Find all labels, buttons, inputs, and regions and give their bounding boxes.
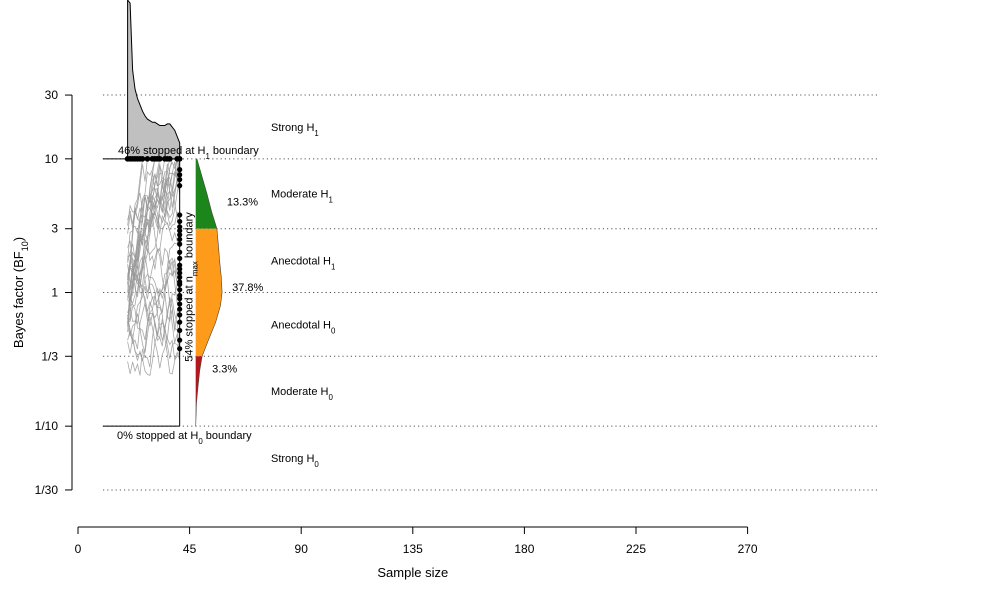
x-tick-label: 225 — [626, 542, 646, 556]
bf-path — [127, 158, 181, 225]
final-region-percent: 3.3% — [212, 364, 237, 376]
y-tick-label: 1/3 — [41, 349, 58, 363]
x-tick-label: 270 — [738, 542, 758, 556]
x-tick-label: 90 — [295, 542, 309, 556]
evidence-zone-label: Anecdotal H0 — [271, 319, 336, 335]
bf-path — [127, 258, 181, 336]
nmax-stop-point — [177, 228, 183, 234]
lower-boundary-annotation: 0% stopped at H0 boundary — [117, 430, 252, 446]
final-region-percent: 13.3% — [227, 196, 258, 208]
x-axis-title: Sample size — [377, 565, 448, 580]
nmax-stop-point — [177, 176, 183, 183]
nmax-stop-point — [177, 287, 183, 293]
x-tick-label: 45 — [183, 542, 197, 556]
densities — [127, 0, 223, 427]
evidence-zone-label: Strong H1 — [271, 122, 319, 138]
gridlines — [103, 94, 880, 491]
evidence-zone-label: Anecdotal H1 — [271, 256, 336, 272]
final-density-region-2 — [195, 356, 203, 427]
x-tick-label: 0 — [75, 542, 82, 556]
nmax-stop-point — [177, 232, 183, 238]
nmax-stop-point — [177, 266, 183, 272]
nmax-stop-point — [177, 319, 183, 325]
y-tick-label: 10 — [45, 152, 59, 166]
nmax-stop-point — [177, 312, 183, 318]
nmax-stop-point — [177, 274, 183, 280]
x-tick-label: 135 — [403, 542, 423, 556]
upper-stop-point — [157, 156, 163, 162]
bf-path — [127, 283, 181, 349]
final-region-percent: 37.8% — [232, 282, 263, 294]
bf-trajectories — [127, 158, 181, 376]
x-tick-label: 180 — [514, 542, 534, 556]
final-density-outline — [195, 158, 223, 427]
bf-path — [127, 163, 181, 300]
nmax-stop-point — [177, 172, 183, 178]
bf-path — [127, 211, 180, 298]
nmax-stop-point — [177, 236, 183, 242]
nmax-stop-point — [177, 270, 183, 276]
nmax-stop-point — [177, 224, 183, 230]
upper-stop-point — [139, 156, 146, 162]
y-tick-label: 3 — [51, 222, 58, 236]
axes: 1/30 1/10 1/3 1 3 10 30 Bayes factor (BF10) 0 45 9… — [11, 88, 758, 580]
bf-path — [127, 243, 181, 332]
nmax-stop-point — [177, 167, 183, 173]
nmax-stop-point — [177, 296, 183, 302]
bf-path — [127, 158, 143, 261]
labels: 13.3% 37.8% 3.3% Strong H1 Moderate H1 Anecdo… — [117, 122, 336, 468]
upper-stop-density — [127, 0, 181, 160]
nmax-stop-point — [177, 337, 183, 343]
stop-points — [124, 156, 183, 352]
upper-boundary-annotation: 46% stopped at H1 boundary — [118, 145, 259, 161]
nmax-stop-point — [177, 249, 183, 255]
bf-path — [127, 183, 181, 323]
y-tick-label: 1/30 — [35, 483, 59, 497]
nmax-stop-point — [177, 346, 183, 352]
y-tick-label: 30 — [45, 88, 59, 102]
bf-path — [127, 295, 181, 375]
bf-path — [127, 281, 181, 376]
nmax-stop-point — [177, 301, 183, 307]
bf-path — [127, 192, 180, 243]
nmax-stop-point — [177, 327, 183, 334]
evidence-zone-label: Moderate H1 — [271, 189, 333, 205]
nmax-stop-point — [177, 218, 183, 225]
bf-path — [127, 239, 181, 308]
y-axis-title: Bayes factor (BF10) — [11, 237, 30, 348]
nmax-stop-point — [177, 212, 183, 218]
final-density-region-1 — [195, 228, 223, 357]
y-tick-label: 1 — [51, 286, 58, 300]
nmax-stop-point — [177, 241, 183, 247]
upper-stop-point — [166, 156, 173, 162]
nmax-stop-point — [177, 281, 183, 287]
nmax-boundary-annotation: 54% stopped at nmax boundary — [184, 212, 200, 362]
upper-stop-point — [176, 156, 183, 162]
nmax-stop-point — [177, 255, 183, 261]
bf-path — [127, 326, 181, 376]
nmax-stop-point — [177, 306, 183, 312]
bf-path — [127, 159, 181, 291]
evidence-zone-label: Strong H0 — [271, 453, 319, 469]
nmax-stop-point — [177, 183, 183, 189]
evidence-zone-label: Moderate H0 — [271, 386, 333, 402]
final-density-region-0 — [195, 158, 217, 229]
upper-stop-point — [144, 156, 151, 162]
y-tick-label: 1/10 — [35, 419, 59, 433]
nmax-stop-point — [177, 262, 183, 268]
